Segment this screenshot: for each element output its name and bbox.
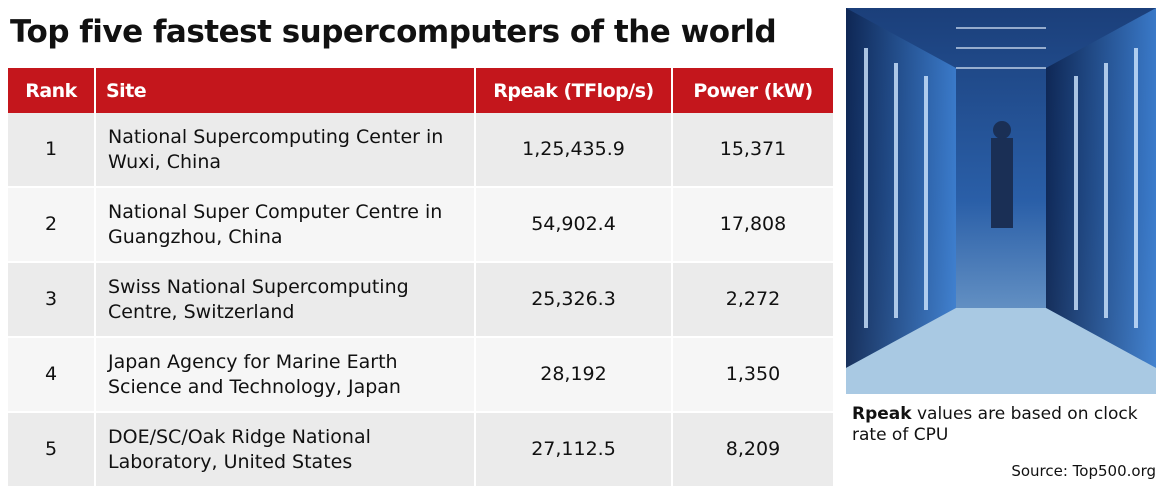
- table-cell: National Super Computer Centre in Guangz…: [95, 187, 476, 263]
- table-cell: 1: [8, 113, 96, 188]
- supercomputer-table: Rank Site Rpeak (TFlop/s) Power (kW) 1 Natio…: [8, 68, 835, 488]
- table-cell: 2: [8, 187, 96, 263]
- table-cell: 1,350: [672, 337, 835, 413]
- table-cell: Japan Agency for Marine Earth Science an…: [95, 337, 476, 413]
- table-cell: DOE/SC/Oak Ridge National Laboratory, Un…: [95, 412, 476, 488]
- table-row: 1 National Supercomputing Center in Wuxi,…: [8, 113, 835, 188]
- source: Source: Top500.org: [1011, 462, 1156, 480]
- caption-text: values are based on clock rate of CPU: [852, 404, 1138, 445]
- table-cell: 5: [8, 412, 96, 488]
- table-row: 3 Swiss National Supercomputing Centre, S…: [8, 262, 835, 338]
- table-cell: 8,209: [672, 412, 835, 488]
- table-row: 5 DOE/SC/Oak Ridge National Laboratory, U…: [8, 412, 835, 488]
- table-cell: 17,808: [672, 187, 835, 263]
- table-row: 2 National Super Computer Centre in Guang…: [8, 187, 835, 263]
- table-row: 4 Japan Agency for Marine Earth Science a…: [8, 337, 835, 413]
- caption-bold: Rpeak: [852, 404, 912, 424]
- table-cell: 4: [8, 337, 96, 413]
- title: Top five fastest supercomputers of the w…: [10, 14, 777, 50]
- table-cell: 15,371: [672, 113, 835, 188]
- table-cell: National Supercomputing Center in Wuxi, …: [95, 113, 476, 188]
- table-cell: 54,902.4: [475, 187, 673, 263]
- header-row: Rank Site Rpeak (TFlop/s) Power (kW): [8, 68, 835, 113]
- column-header: Rpeak (TFlop/s): [475, 68, 673, 113]
- supercomputer-photo: [846, 8, 1156, 394]
- table-cell: 28,192: [475, 337, 673, 413]
- column-header: Rank: [8, 68, 96, 113]
- table-cell: Swiss National Supercomputing Centre, Sw…: [95, 262, 476, 338]
- table-cell: 27,112.5: [475, 412, 673, 488]
- column-header: Site: [95, 68, 476, 113]
- table-cell: 25,326.3: [475, 262, 673, 338]
- column-header: Power (kW): [672, 68, 835, 113]
- table-cell: 2,272: [672, 262, 835, 338]
- table-cell: 3: [8, 262, 96, 338]
- table-cell: 1,25,435.9: [475, 113, 673, 188]
- caption: Rpeak values are based on clock rate of …: [852, 404, 1152, 446]
